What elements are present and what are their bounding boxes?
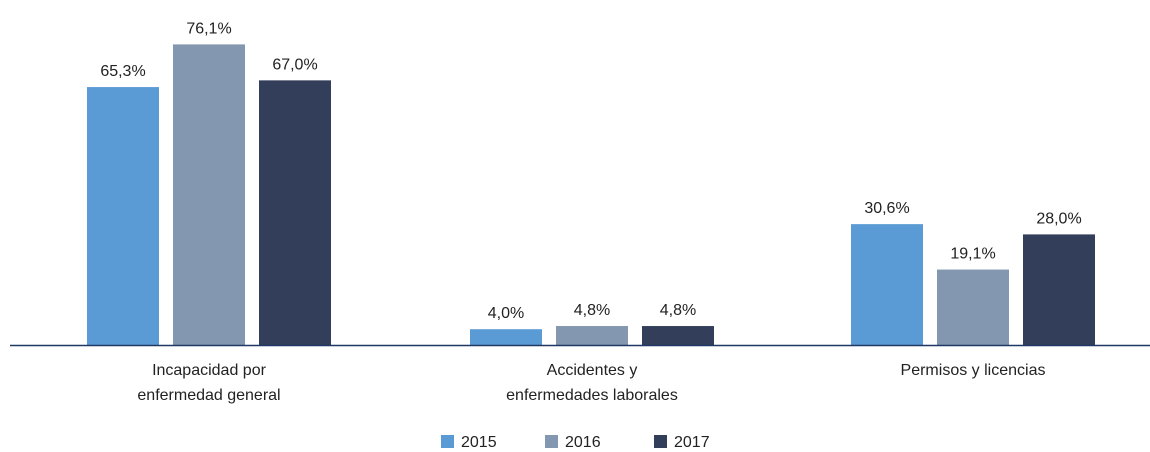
data-label-2017-cat2: 4,8%	[660, 302, 696, 319]
legend-swatch-2016	[545, 435, 558, 448]
bar-2015-cat3	[851, 224, 923, 345]
legend-label-2017: 2017	[674, 434, 710, 451]
bar-2015-cat2	[470, 329, 542, 345]
bar-2015-cat1	[87, 87, 159, 345]
data-label-2017-cat1: 67,0%	[272, 56, 317, 73]
data-labels-group: 65,3% 76,1% 67,0% 4,0% 4,8% 4,8% 30,6% 19,1% 28,…	[100, 20, 1081, 322]
legend-swatch-2015	[441, 435, 454, 448]
bar-2016-cat1	[173, 44, 245, 345]
data-label-2015-cat2: 4,0%	[488, 305, 524, 322]
data-label-2016-cat2: 4,8%	[574, 302, 610, 319]
legend-label-2015: 2015	[461, 434, 497, 451]
legend-label-2016: 2016	[565, 434, 601, 451]
data-label-2015-cat3: 30,6%	[864, 200, 909, 217]
data-label-2015-cat1: 65,3%	[100, 63, 145, 80]
x-tick-label-cat1-line1: Incapacidad por	[152, 362, 267, 379]
data-label-2017-cat3: 28,0%	[1036, 210, 1081, 227]
bar-2017-cat1	[259, 80, 331, 345]
x-tick-labels-group: Incapacidad por enfermedad general Acciden…	[137, 362, 1045, 404]
legend: 2015 2016 2017	[441, 434, 710, 451]
bars-group	[87, 44, 1095, 345]
data-label-2016-cat1: 76,1%	[186, 20, 231, 37]
bar-2016-cat2	[556, 326, 628, 345]
data-label-2016-cat3: 19,1%	[950, 246, 995, 263]
x-tick-label-cat1-line2: enfermedad general	[137, 387, 280, 404]
legend-swatch-2017	[654, 435, 667, 448]
x-tick-label-cat2-line1: Accidentes y	[547, 362, 638, 379]
x-tick-label-cat3-line1: Permisos y licencias	[901, 362, 1046, 379]
bar-2016-cat3	[937, 269, 1009, 345]
bar-2017-cat2	[642, 326, 714, 345]
bar-2017-cat3	[1023, 234, 1095, 345]
x-tick-label-cat2-line2: enfermedades laborales	[506, 387, 678, 404]
